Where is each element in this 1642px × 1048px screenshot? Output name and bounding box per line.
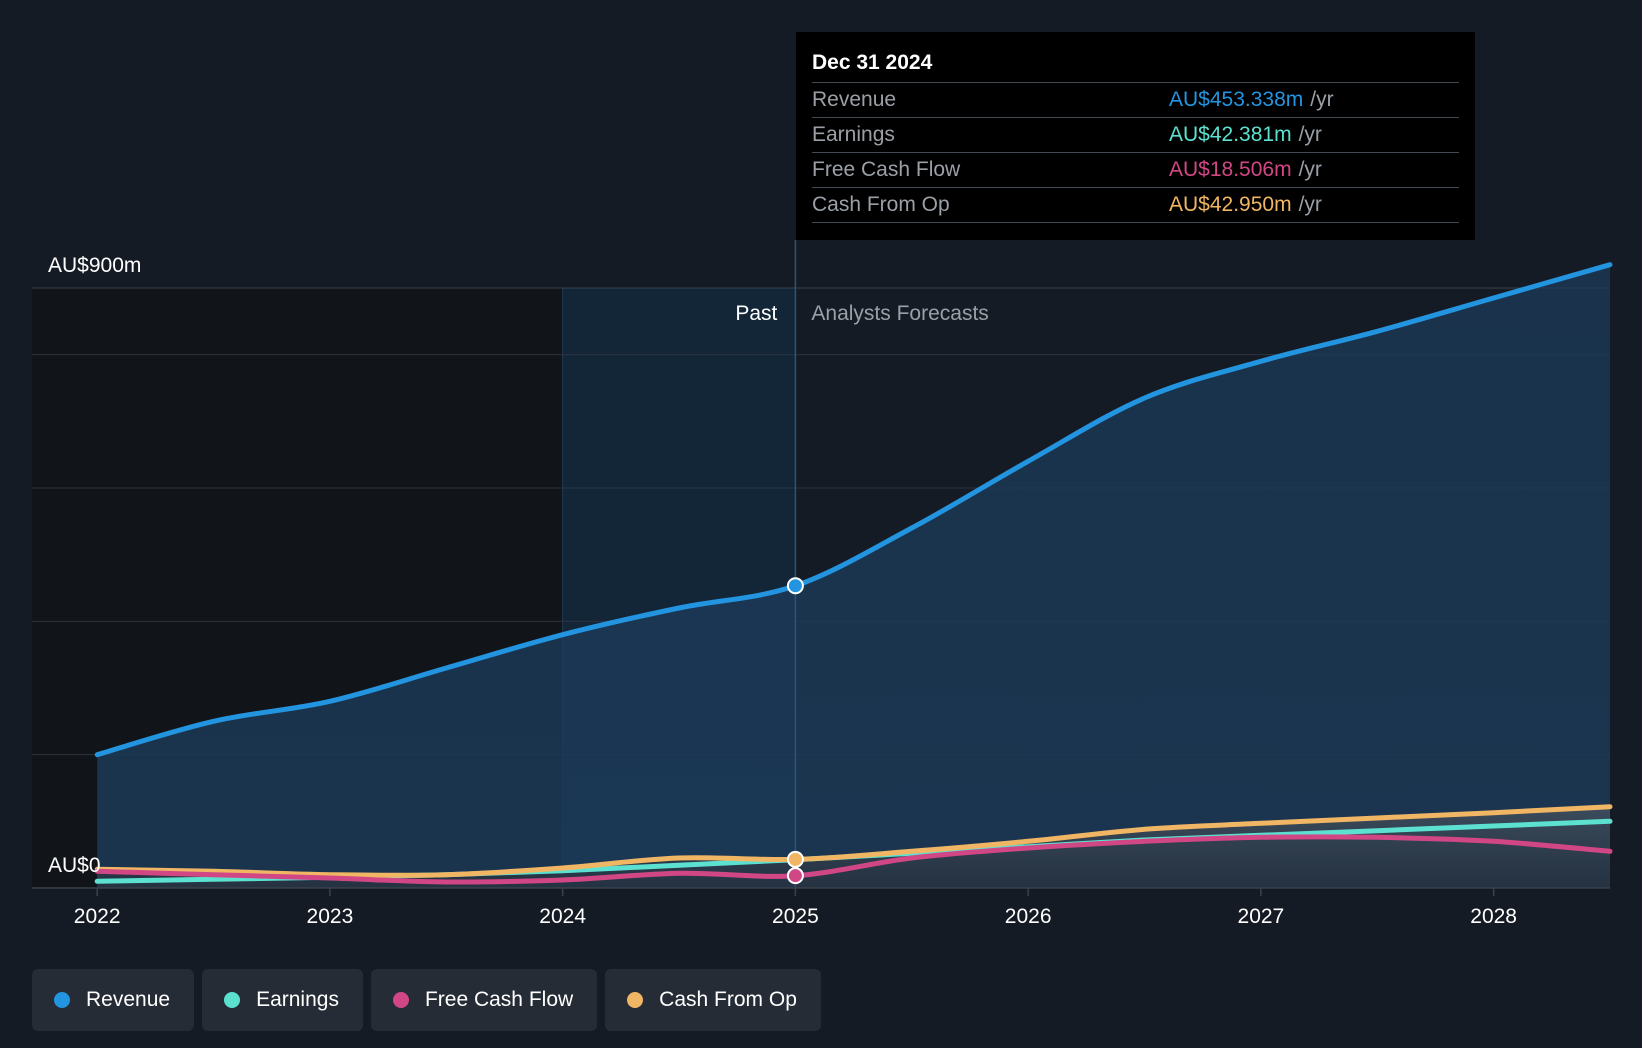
tooltip: Dec 31 2024 Revenue AU$453.338m /yr Earn…	[796, 32, 1475, 240]
cash-from-op-dot-icon	[627, 992, 644, 1008]
tooltip-value: AU$18.506m	[1169, 158, 1292, 181]
free-cash-flow-dot-icon	[392, 992, 409, 1008]
tooltip-row-free-cash-flow: Free Cash Flow AU$18.506m /yr	[812, 153, 1459, 188]
free-cash-flow-line	[94, 834, 1613, 885]
x-tick-label: 2024	[539, 905, 586, 928]
revenue-line	[94, 262, 1613, 758]
x-tick-label: 2023	[307, 905, 354, 928]
tooltip-row-revenue: Revenue AU$453.338m /yr	[812, 83, 1459, 118]
tooltip-date: Dec 31 2024	[812, 46, 1459, 83]
tooltip-value: AU$42.950m	[1169, 193, 1292, 216]
x-tick-label: 2025	[772, 905, 819, 928]
revenue-dot-icon	[54, 992, 70, 1008]
tooltip-label: Free Cash Flow	[812, 158, 961, 181]
cash-from-op-marker	[786, 850, 804, 868]
past-label: Past	[735, 302, 777, 325]
tooltip-unit: /yr	[1298, 193, 1322, 216]
cash-from-op-line	[94, 804, 1613, 878]
legend-item-revenue[interactable]: Revenue	[32, 969, 195, 1031]
tooltip-label: Earnings	[812, 123, 895, 146]
revenue-marker	[786, 577, 804, 595]
tooltip-label: Cash From Op	[812, 193, 950, 216]
forecast-label: Analysts Forecasts	[811, 302, 988, 325]
tooltip-label: Revenue	[812, 88, 897, 111]
free-cash-flow-marker	[786, 867, 804, 885]
y-axis-bottom-label: AU$0	[48, 854, 101, 877]
x-tick-label: 2027	[1238, 905, 1285, 928]
earnings-dot-icon	[224, 992, 241, 1008]
tooltip-unit: /yr	[1298, 158, 1322, 181]
tooltip-value: AU$42.381m	[1169, 123, 1292, 146]
legend-item-earnings[interactable]: Earnings	[202, 969, 363, 1031]
legend-label: Cash From Op	[659, 988, 797, 1011]
legend-label: Revenue	[86, 988, 171, 1011]
tooltip-unit: /yr	[1310, 88, 1334, 111]
tooltip-row-cash-from-op: Cash From Op AU$42.950m /yr	[812, 188, 1459, 223]
y-axis-top-label: AU$900m	[48, 254, 141, 277]
legend-item-cash-from-op[interactable]: Cash From Op	[605, 969, 821, 1031]
tooltip-value: AU$453.338m	[1169, 88, 1304, 111]
legend-item-free-cash-flow[interactable]: Free Cash Flow	[370, 969, 598, 1031]
x-tick-label: 2026	[1005, 905, 1052, 928]
legend: Revenue Earnings Free Cash Flow Cash Fro…	[32, 969, 821, 1031]
tooltip-row-earnings: Earnings AU$42.381m /yr	[812, 118, 1459, 153]
revenue-area	[97, 264, 1611, 888]
legend-label: Free Cash Flow	[424, 988, 574, 1011]
x-tick-label: 2022	[74, 905, 121, 928]
legend-label: Earnings	[256, 988, 339, 1011]
x-tick-label: 2028	[1470, 905, 1517, 928]
tooltip-unit: /yr	[1298, 123, 1322, 146]
